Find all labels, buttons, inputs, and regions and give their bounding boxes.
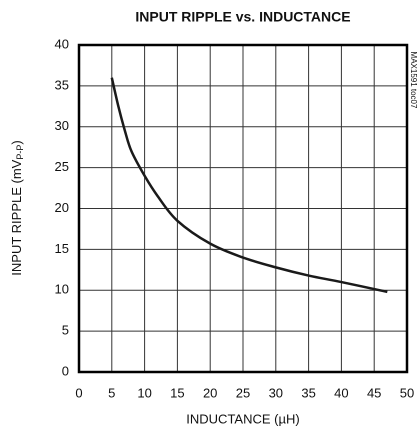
x-axis-label: INDUCTANCE (µH) — [186, 411, 299, 426]
y-tick-label: 35 — [55, 77, 69, 92]
annotation: MAX1591 toc07 — [409, 52, 417, 109]
chart-title: INPUT RIPPLE vs. INDUCTANCE — [135, 9, 350, 25]
y-tick-label: 30 — [55, 118, 69, 133]
y-tick-label: 5 — [62, 323, 69, 338]
y-tick-label: 20 — [55, 200, 69, 215]
y-axis-label-end: ) — [9, 140, 24, 144]
x-tick-label: 15 — [170, 385, 184, 400]
y-tick-label: 25 — [55, 159, 69, 174]
y-tick-label: 10 — [55, 282, 69, 297]
x-tick-label: 5 — [108, 385, 115, 400]
y-axis-label: INPUT RIPPLE (mVP-P) — [9, 140, 25, 275]
x-tick-label: 0 — [75, 385, 82, 400]
x-tick-label: 35 — [301, 385, 315, 400]
x-tick-label: 25 — [236, 385, 250, 400]
y-tick-label: 15 — [55, 241, 69, 256]
y-tick-label: 40 — [55, 36, 69, 51]
y-tick-label: 0 — [62, 363, 69, 378]
y-axis-label-main: INPUT RIPPLE (mV — [9, 159, 24, 275]
x-tick-label: 20 — [203, 385, 217, 400]
plot-frame — [77, 43, 409, 374]
x-tick-label: 30 — [269, 385, 283, 400]
x-tick-label: 40 — [334, 385, 348, 400]
x-tick-label: 50 — [400, 385, 414, 400]
x-tick-label: 45 — [367, 385, 381, 400]
y-axis-label-sub: P-P — [15, 145, 25, 160]
x-tick-label: 10 — [137, 385, 151, 400]
data-line — [110, 77, 388, 294]
